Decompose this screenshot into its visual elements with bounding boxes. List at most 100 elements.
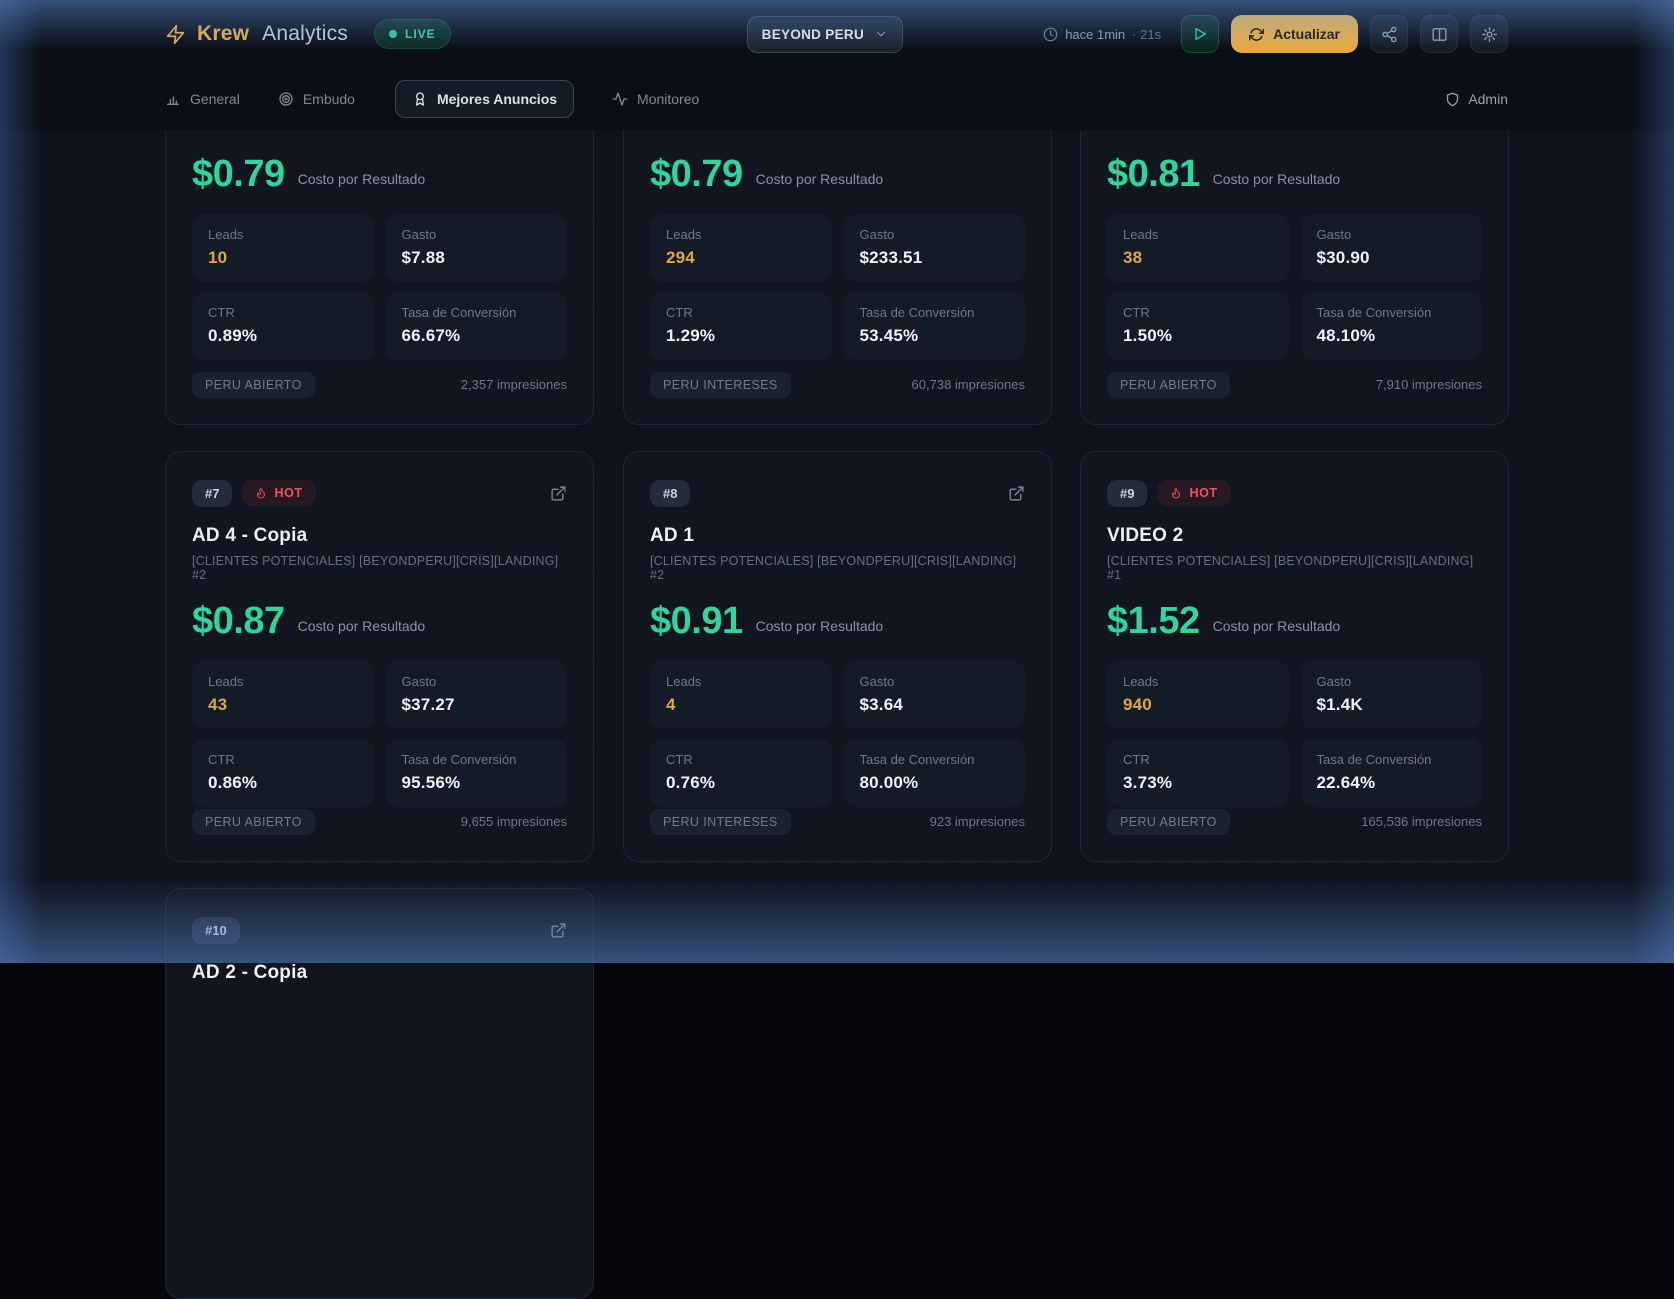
hot-label: HOT xyxy=(274,485,303,500)
brand-name: Krew xyxy=(197,22,250,45)
audience-tag: PERU INTERESES xyxy=(650,808,791,835)
stat-label: Tasa de Conversión xyxy=(859,305,975,320)
tab-label: General xyxy=(190,91,240,107)
stat-value-conversion: 80.00% xyxy=(859,773,919,792)
rank-badge: #8 xyxy=(650,479,691,507)
stat-value-leads: 294 xyxy=(666,248,695,267)
play-icon xyxy=(1192,26,1208,42)
award-icon xyxy=(412,91,428,107)
admin-label: Admin xyxy=(1468,91,1508,107)
stat-value-conversion: 48.10% xyxy=(1316,326,1376,345)
external-link-icon[interactable] xyxy=(1008,485,1025,502)
brand: Krew Analytics xyxy=(165,22,348,46)
card-header: #9 HOT xyxy=(1107,478,1482,508)
stat-value-leads: 10 xyxy=(208,248,228,267)
live-dot-icon xyxy=(389,30,397,38)
audience-tag: PERU INTERESES xyxy=(650,371,791,398)
stat-box-ctr: CTR 3.73% xyxy=(1107,739,1289,807)
stat-value-ctr: 0.86% xyxy=(208,773,258,792)
actualizar-button[interactable]: Actualizar xyxy=(1231,15,1358,53)
card-title: AD 2 - Copia xyxy=(192,962,308,983)
settings-button[interactable] xyxy=(1470,15,1508,53)
activity-icon xyxy=(612,91,628,107)
refresh-interval-text: · 21s xyxy=(1132,26,1162,42)
stat-value-leads: 38 xyxy=(1123,248,1143,267)
account-selector-button[interactable]: BEYOND PERU xyxy=(746,15,903,53)
stat-value-spend: $30.90 xyxy=(1316,248,1370,267)
external-link-icon[interactable] xyxy=(550,485,567,502)
card-title: AD 4 - Copia xyxy=(192,525,308,546)
card-subtitle: [CLIENTES POTENCIALES] [BEYONDPERU][CRIS… xyxy=(192,554,559,582)
cost-label: Costo por Resultado xyxy=(1212,171,1341,187)
stat-label: CTR xyxy=(666,752,693,767)
card-footer: PERU INTERESES 60,738 impresiones xyxy=(650,371,1025,398)
stat-box-leads: Leads 294 xyxy=(650,214,832,282)
audience-tag: PERU ABIERTO xyxy=(192,808,315,835)
card-footer: PERU INTERESES 923 impresiones xyxy=(650,808,1025,835)
card-header: #10 xyxy=(192,915,567,945)
card-header: #8 xyxy=(650,478,1025,508)
stats-grid: Leads 10 Gasto $7.88 CTR 0.89% Tasa de C… xyxy=(192,214,567,360)
tab-label: Embudo xyxy=(302,91,355,107)
hot-badge: HOT xyxy=(242,479,316,507)
card-subtitle: [CLIENTES POTENCIALES] [BEYONDPERU][CRIS… xyxy=(1107,554,1474,582)
tab-label: Monitoreo xyxy=(637,91,700,107)
cost-row: $0.79 Costo por Resultado xyxy=(192,155,567,193)
admin-link[interactable]: Admin xyxy=(1445,91,1508,107)
account-selector-label: BEYOND PERU xyxy=(761,26,864,42)
stats-grid: Leads 294 Gasto $233.51 CTR 1.29% Tasa d… xyxy=(650,214,1025,360)
audience-tag: PERU ABIERTO xyxy=(1107,371,1230,398)
stat-label: CTR xyxy=(1123,305,1150,320)
share-button[interactable] xyxy=(1370,15,1408,53)
stat-label: CTR xyxy=(208,305,235,320)
card-titles: VIDEO 2 [CLIENTES POTENCIALES] [BEYONDPE… xyxy=(1107,525,1482,582)
stat-label: Gasto xyxy=(401,674,437,689)
tab-mejores-anuncios[interactable]: Mejores Anuncios xyxy=(394,80,575,118)
stat-box-spend: Gasto $233.51 xyxy=(843,214,1025,282)
stat-value-ctr: 1.50% xyxy=(1123,326,1173,345)
stat-box-ctr: CTR 1.29% xyxy=(650,292,832,360)
cost-value: $0.81 xyxy=(1107,153,1200,195)
stat-label: Gasto xyxy=(1316,227,1352,242)
impressions-text: 60,738 impresiones xyxy=(911,377,1025,393)
tab-monitoreo[interactable]: Monitoreo xyxy=(612,91,699,107)
stat-box-leads: Leads 4 xyxy=(650,661,832,729)
stat-label: Leads xyxy=(666,674,702,689)
tab-general[interactable]: General xyxy=(165,91,240,107)
external-link-icon[interactable] xyxy=(550,922,567,939)
ad-card: #8 AD 1 [CLIENTES POTENCIALES] [BEYONDPE… xyxy=(623,451,1052,862)
impressions-text: 2,357 impresiones xyxy=(460,377,567,393)
cost-value: $0.79 xyxy=(192,153,285,195)
rank-badge: #7 xyxy=(192,479,233,507)
bar-chart-icon xyxy=(165,91,181,107)
cost-label: Costo por Resultado xyxy=(755,171,884,187)
last-update: hace 1min · 21s xyxy=(1043,27,1161,42)
impressions-text: 165,536 impresiones xyxy=(1361,814,1482,830)
stat-label: Tasa de Conversión xyxy=(401,752,517,767)
stats-grid: Leads 38 Gasto $30.90 CTR 1.50% Tasa de … xyxy=(1107,214,1482,360)
stat-label: CTR xyxy=(208,752,235,767)
card-header: #7 HOT xyxy=(192,478,567,508)
stat-box-spend: Gasto $1.4K xyxy=(1300,661,1482,729)
stat-box-leads: Leads 10 xyxy=(192,214,374,282)
flame-icon xyxy=(255,487,267,499)
layout-button[interactable] xyxy=(1420,15,1458,53)
stat-box-conversion: Tasa de Conversión 22.64% xyxy=(1300,739,1482,807)
rank-badge: #10 xyxy=(192,916,240,944)
play-button[interactable] xyxy=(1181,15,1220,53)
stat-value-conversion: 22.64% xyxy=(1316,773,1376,792)
stat-label: Tasa de Conversión xyxy=(401,305,517,320)
cost-row: $1.52 Costo por Resultado xyxy=(1107,602,1482,640)
cost-row: $0.81 Costo por Resultado xyxy=(1107,155,1482,193)
stat-box-leads: Leads 43 xyxy=(192,661,374,729)
target-icon xyxy=(278,91,294,107)
nav-row: General Embudo Mejores Anuncios xyxy=(165,68,1508,130)
stat-box-leads: Leads 940 xyxy=(1107,661,1289,729)
stat-label: CTR xyxy=(1123,752,1150,767)
stat-box-ctr: CTR 0.89% xyxy=(192,292,374,360)
stat-value-conversion: 53.45% xyxy=(859,326,919,345)
cost-label: Costo por Resultado xyxy=(297,171,426,187)
stat-value-leads: 4 xyxy=(666,695,676,714)
flame-icon xyxy=(1170,487,1182,499)
tab-embudo[interactable]: Embudo xyxy=(278,91,355,107)
